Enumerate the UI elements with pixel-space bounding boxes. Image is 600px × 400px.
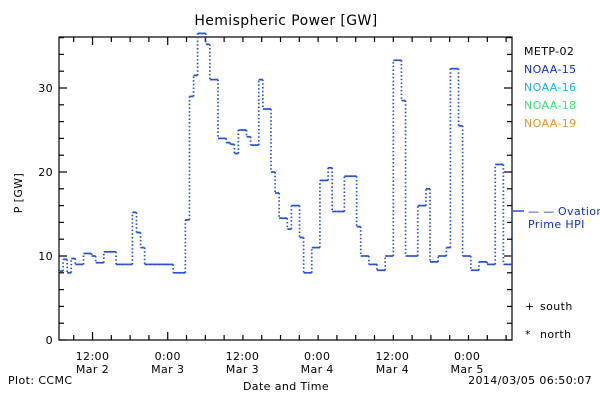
timestamp: 2014/03/05 06:50:07 — [468, 374, 592, 387]
marker-label-south: south — [540, 300, 573, 313]
legend-item-noaa-19: NOAA-19 — [524, 117, 577, 130]
marker-symbol-north: * — [525, 328, 531, 341]
ovation-label-line2: Prime HPI — [528, 218, 585, 231]
x-tick-time: 0:00 — [155, 350, 181, 363]
legend-item-noaa-16: NOAA-16 — [524, 81, 577, 94]
x-tick-time: 0:00 — [454, 350, 480, 363]
legend-ovation: — — Ovation Prime HPI — [513, 205, 600, 231]
x-tick-time: 12:00 — [226, 350, 260, 363]
x-tick-date: Mar 4 — [301, 363, 334, 376]
x-tick-date: Mar 5 — [451, 363, 484, 376]
x-tick-time: 12:00 — [76, 350, 110, 363]
plot-credit: Plot: CCMC — [8, 374, 72, 387]
y-axis-label: P [GW] — [12, 173, 25, 214]
x-tick-time: 12:00 — [376, 350, 410, 363]
y-tick-label: 20 — [38, 166, 53, 179]
data-series — [59, 32, 513, 274]
x-axis-label: Date and Time — [243, 380, 329, 393]
legend-item-noaa-15: NOAA-15 — [524, 63, 577, 76]
ovation-label-line1: Ovation — [558, 205, 600, 218]
marker-label-north: north — [540, 328, 572, 341]
marker-symbol-south: + — [525, 300, 535, 313]
legend-markers: + south * north — [525, 300, 573, 341]
ovation-dash-icon: — — — [528, 205, 555, 218]
y-tick-label: 30 — [38, 82, 53, 95]
x-tick-date: Mar 3 — [226, 363, 259, 376]
x-tick-date: Mar 4 — [376, 363, 409, 376]
y-tick-label: 0 — [46, 334, 53, 347]
legend-item-metp-02: METP-02 — [524, 45, 574, 58]
legend-item-noaa-18: NOAA-18 — [524, 99, 577, 112]
y-axis: 0 10 20 30 — [38, 36, 512, 347]
chart-title: Hemispheric Power [GW] — [194, 13, 377, 29]
data-series-group — [59, 32, 513, 274]
x-tick-time: 0:00 — [304, 350, 330, 363]
legend-satellites: METP-02 NOAA-15 NOAA-16 NOAA-18 NOAA-19 — [524, 45, 577, 130]
x-tick-date: Mar 3 — [151, 363, 184, 376]
y-tick-label: 10 — [38, 250, 53, 263]
x-tick-date: Mar 2 — [76, 363, 109, 376]
plot-frame — [58, 36, 513, 341]
